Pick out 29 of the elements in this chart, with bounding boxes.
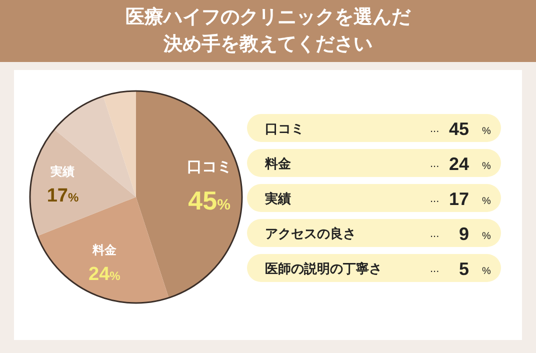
data-label: 24% xyxy=(88,264,121,286)
data-label: 45% xyxy=(188,185,230,216)
data-label: 9 xyxy=(458,224,469,244)
text: ... xyxy=(430,228,440,240)
text: ... xyxy=(430,263,440,275)
text: ... xyxy=(430,158,440,170)
pie-slice xyxy=(136,91,242,298)
chart-title: 医療ハイフのクリニックを選んだ決め手を教えてください xyxy=(126,6,412,55)
data-label: 5 xyxy=(458,259,469,279)
category-label: アクセスの良さ xyxy=(265,226,356,242)
data-label: 24 xyxy=(448,154,469,174)
data-label: 17 xyxy=(448,189,469,209)
category-label: 実績 xyxy=(264,191,291,207)
text: % xyxy=(482,231,491,242)
slice-label: 実績 xyxy=(50,164,75,178)
text: % xyxy=(482,161,491,172)
text: ... xyxy=(430,123,440,135)
category-label: 医師の説明の丁寧さ xyxy=(265,261,382,277)
text: % xyxy=(482,266,491,277)
slice-label: 料金 xyxy=(91,243,118,258)
text: % xyxy=(482,126,491,137)
text: ... xyxy=(430,193,440,205)
data-label: 17% xyxy=(46,185,79,206)
slice-label: 口コミ xyxy=(186,157,232,176)
pie-slice xyxy=(30,129,136,236)
category-label: 料金 xyxy=(264,157,292,172)
data-label: 45 xyxy=(448,119,469,139)
category-label: 口コミ xyxy=(265,122,304,137)
text: % xyxy=(482,196,491,207)
